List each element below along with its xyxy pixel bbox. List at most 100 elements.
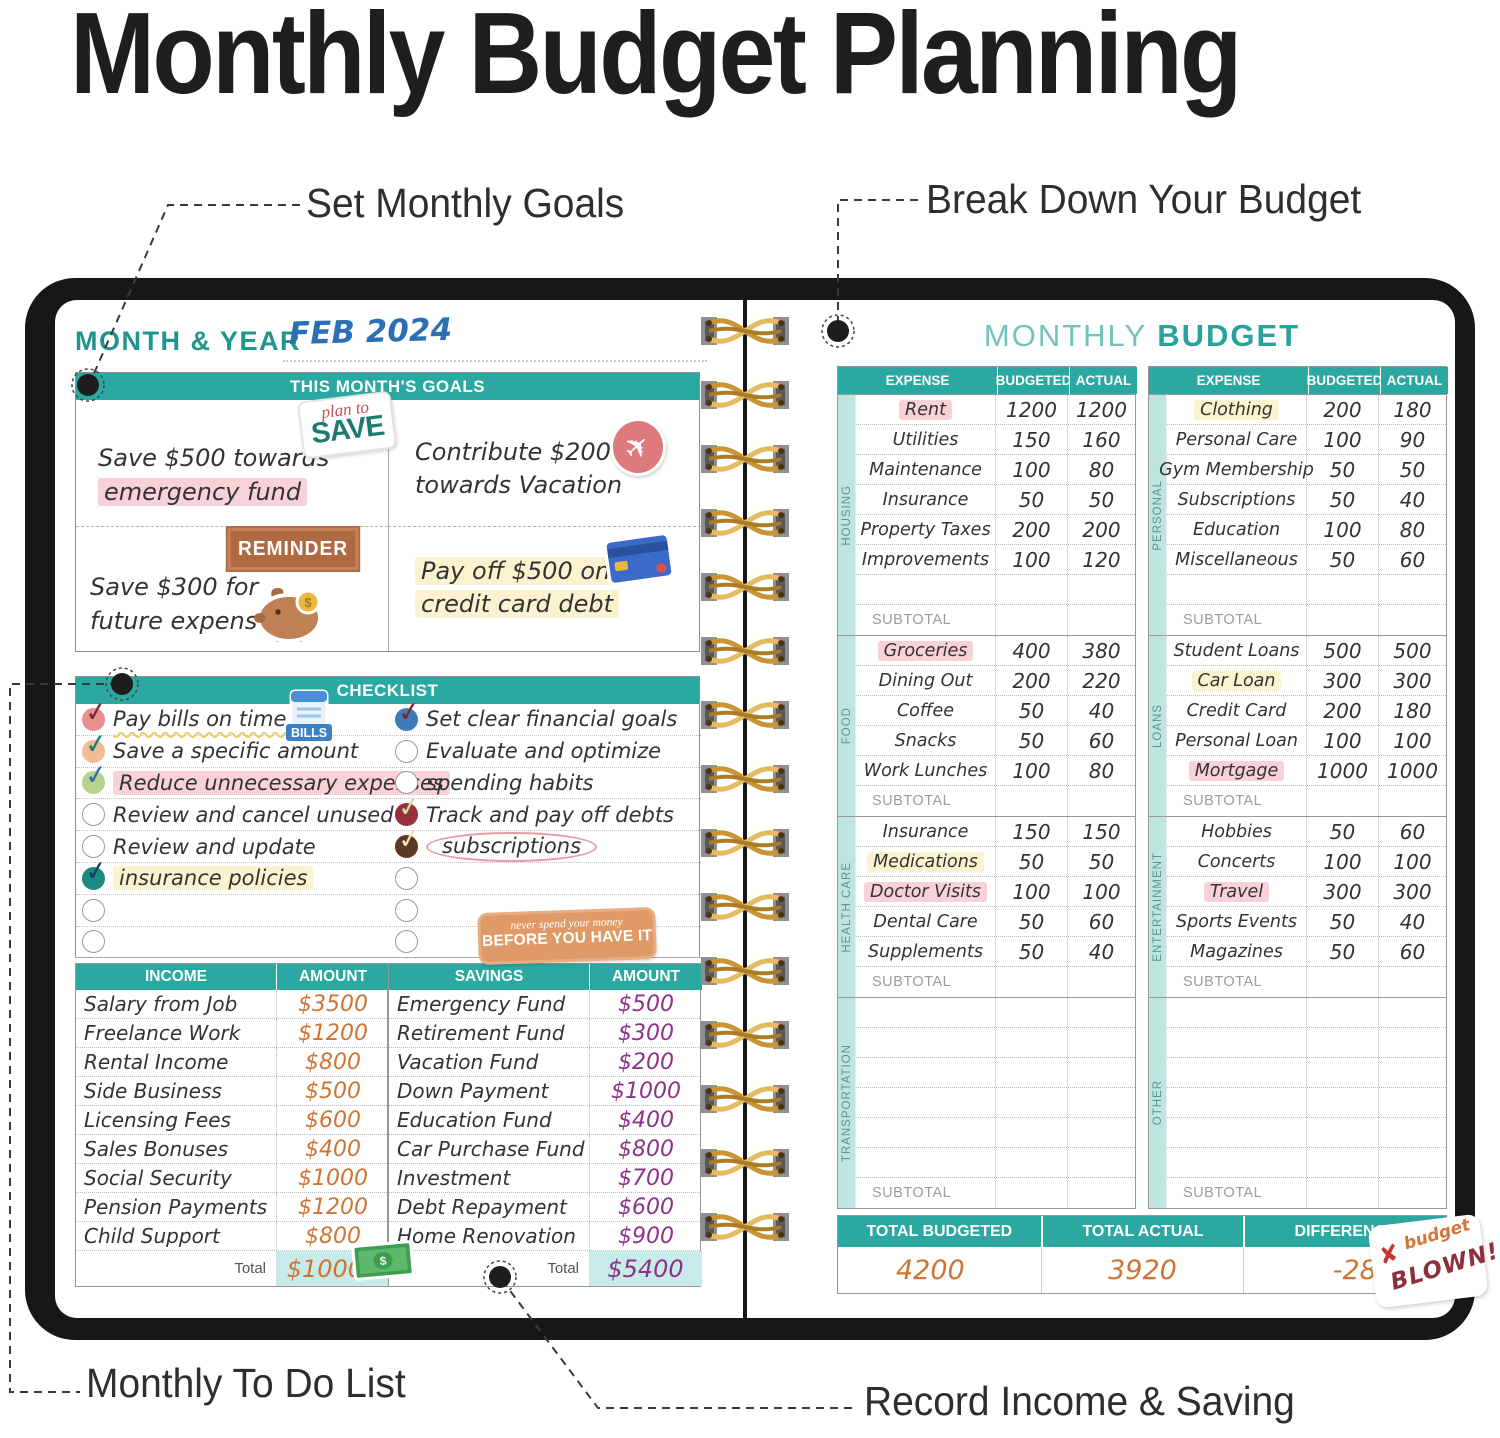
expense-name: Groceries (877, 640, 974, 661)
table-row: Pension Payments $1200 (76, 1193, 387, 1222)
actual-value: 40 (1067, 937, 1135, 966)
actual-value: 50 (1067, 847, 1135, 876)
actual-value: 100 (1378, 847, 1446, 876)
month-year-value: FEB 2024 (288, 311, 453, 353)
income-table: INCOME AMOUNT Salary from Job $3500 Freela… (75, 963, 389, 1287)
table-row: Side Business $500 (76, 1077, 387, 1106)
row-amount: $400 (276, 1135, 389, 1163)
category-label: LOANS (1149, 636, 1167, 816)
never-spend-money-sticker: never spend your money BEFORE YOU HAVE I… (477, 906, 657, 966)
spiral-coil (699, 950, 791, 992)
budgeted-value: 100 (995, 545, 1067, 574)
row-label: Car Purchase Fund (397, 1137, 585, 1161)
expense-name-cell: Education (1167, 515, 1306, 544)
callout-record-income-saving: Record Income & Saving (864, 1378, 1295, 1424)
expense-name-cell: Magazines (1167, 937, 1306, 966)
empty-cell (1306, 1118, 1378, 1147)
income-total-row: Total $10000 (76, 1251, 389, 1286)
expense-row: Credit Card 200 180 (1167, 696, 1446, 726)
actual-value: 180 (1378, 395, 1446, 424)
checkbox-empty-icon (395, 930, 418, 954)
budgeted-value: 50 (995, 847, 1067, 876)
expense-row: Supplements 50 40 (856, 937, 1135, 967)
savings-table: SAVINGS AMOUNT Emergency Fund $500 Retirem… (388, 963, 702, 1287)
actual-value: 180 (1378, 696, 1446, 725)
expense-row: Hobbies 50 60 (1167, 817, 1446, 847)
category-label: TRANSPORTATION (838, 998, 856, 1208)
credit-card-icon (600, 528, 678, 590)
cash-icon: $ (350, 1234, 416, 1286)
row-amount: $700 (589, 1164, 702, 1192)
category-label-text: LOANS (1151, 704, 1164, 748)
row-amount: $1200 (276, 1019, 389, 1047)
checkbox-empty-icon (395, 771, 418, 795)
checklist-item-label: Set clear financial goals (426, 707, 678, 732)
spiral-coil (699, 374, 791, 416)
category-label-text: OTHER (1151, 1080, 1164, 1126)
checkbox-checked-icon: ✓ (82, 759, 110, 795)
row-label: Retirement Fund (397, 1021, 565, 1045)
checklist-column-right: ✓ Set clear financial goals Evaluate and o… (389, 695, 701, 959)
budgeted-value: 100 (1306, 515, 1378, 544)
checkbox-empty-icon (82, 803, 105, 827)
category-label-text: FOOD (840, 707, 853, 745)
empty-cell (1067, 1088, 1135, 1117)
expense-name-cell: Medications (856, 847, 995, 876)
goal-text: towards Vacation (415, 471, 623, 499)
table-row: Home Renovation $900 (389, 1222, 700, 1251)
svg-text:$: $ (304, 595, 312, 610)
empty-cell (1067, 998, 1135, 1027)
checkmark-icon: ✓ (82, 727, 110, 762)
actual-value: 220 (1067, 666, 1135, 695)
budgeted-value: 150 (995, 817, 1067, 846)
expense-name-cell: Miscellaneous (1167, 545, 1306, 574)
checkmark-icon: ✓ (82, 854, 110, 889)
expense-header-cell: ACTUAL (1069, 367, 1137, 394)
expense-row: Dining Out 200 220 (856, 666, 1135, 696)
category-label: FOOD (838, 636, 856, 816)
expense-row-empty (856, 998, 1135, 1028)
reminder-sticker: REMINDER (225, 526, 361, 572)
expense-name: Work Lunches (863, 760, 988, 781)
checkbox-empty-icon (395, 739, 418, 763)
airplane-icon: ✈ (616, 425, 660, 469)
subtotal-label: SUBTOTAL (1183, 1185, 1263, 1201)
actual-value: 90 (1378, 425, 1446, 454)
expense-row: Improvements 100 120 (856, 545, 1135, 575)
left-page: MONTH & YEAR FEB 2024 THIS MONTH'S GOALS… (55, 300, 743, 1318)
row-label: Emergency Fund (397, 992, 566, 1016)
subtotal-label: SUBTOTAL (1183, 974, 1263, 990)
checkbox-empty-icon (82, 898, 105, 922)
row-amount: $600 (589, 1193, 702, 1221)
actual-value: 60 (1378, 545, 1446, 574)
checklist-item: ✓ Reduce unnecessary expenses (76, 759, 450, 800)
budgeted-value: 100 (995, 756, 1067, 785)
section-rows: Groceries 400 380 Dining Out 200 220 Coffee 50 4… (856, 636, 1135, 816)
row-label: Debt Repayment (397, 1195, 567, 1219)
budgeted-value: 50 (995, 485, 1067, 514)
row-label: Child Support (84, 1224, 220, 1248)
subtotal-label: SUBTOTAL (1183, 612, 1263, 628)
month-year-underline (283, 360, 707, 362)
subtotal-actual (1067, 967, 1135, 997)
section-rows: Student Loans 500 500 Car Loan 300 300 Credit … (1167, 636, 1446, 816)
expense-name-cell: Personal Loan (1167, 726, 1306, 755)
notebook-cover: MONTH & YEAR FEB 2024 THIS MONTH'S GOALS… (25, 278, 1500, 1340)
budgeted-value: 100 (995, 455, 1067, 484)
actual-value: 500 (1378, 636, 1446, 665)
section-rows: SUBTOTAL (1167, 998, 1446, 1208)
expense-row: Coffee 50 40 (856, 696, 1135, 726)
checklist-item-label: subscriptions (426, 831, 598, 862)
expense-row-empty (856, 1028, 1135, 1058)
expense-row: Mortgage 1000 1000 (1167, 756, 1446, 786)
empty-cell (856, 998, 995, 1027)
totals-bar: TOTAL BUDGETED TOTAL ACTUAL DIFFERENCE 4… (837, 1215, 1447, 1294)
expense-name-cell: Coffee (856, 696, 995, 725)
budgeted-value: 100 (1306, 847, 1378, 876)
spiral-coil (699, 822, 791, 864)
total-actual-header: TOTAL ACTUAL (1040, 1216, 1244, 1247)
row-amount: $1000 (276, 1164, 389, 1192)
expense-section-personal: PERSONAL Clothing 200 180 Personal Care 100 90… (1149, 394, 1446, 635)
expense-row: Gym Membership 50 50 (1159, 455, 1446, 485)
subtotal-actual (1067, 605, 1135, 635)
